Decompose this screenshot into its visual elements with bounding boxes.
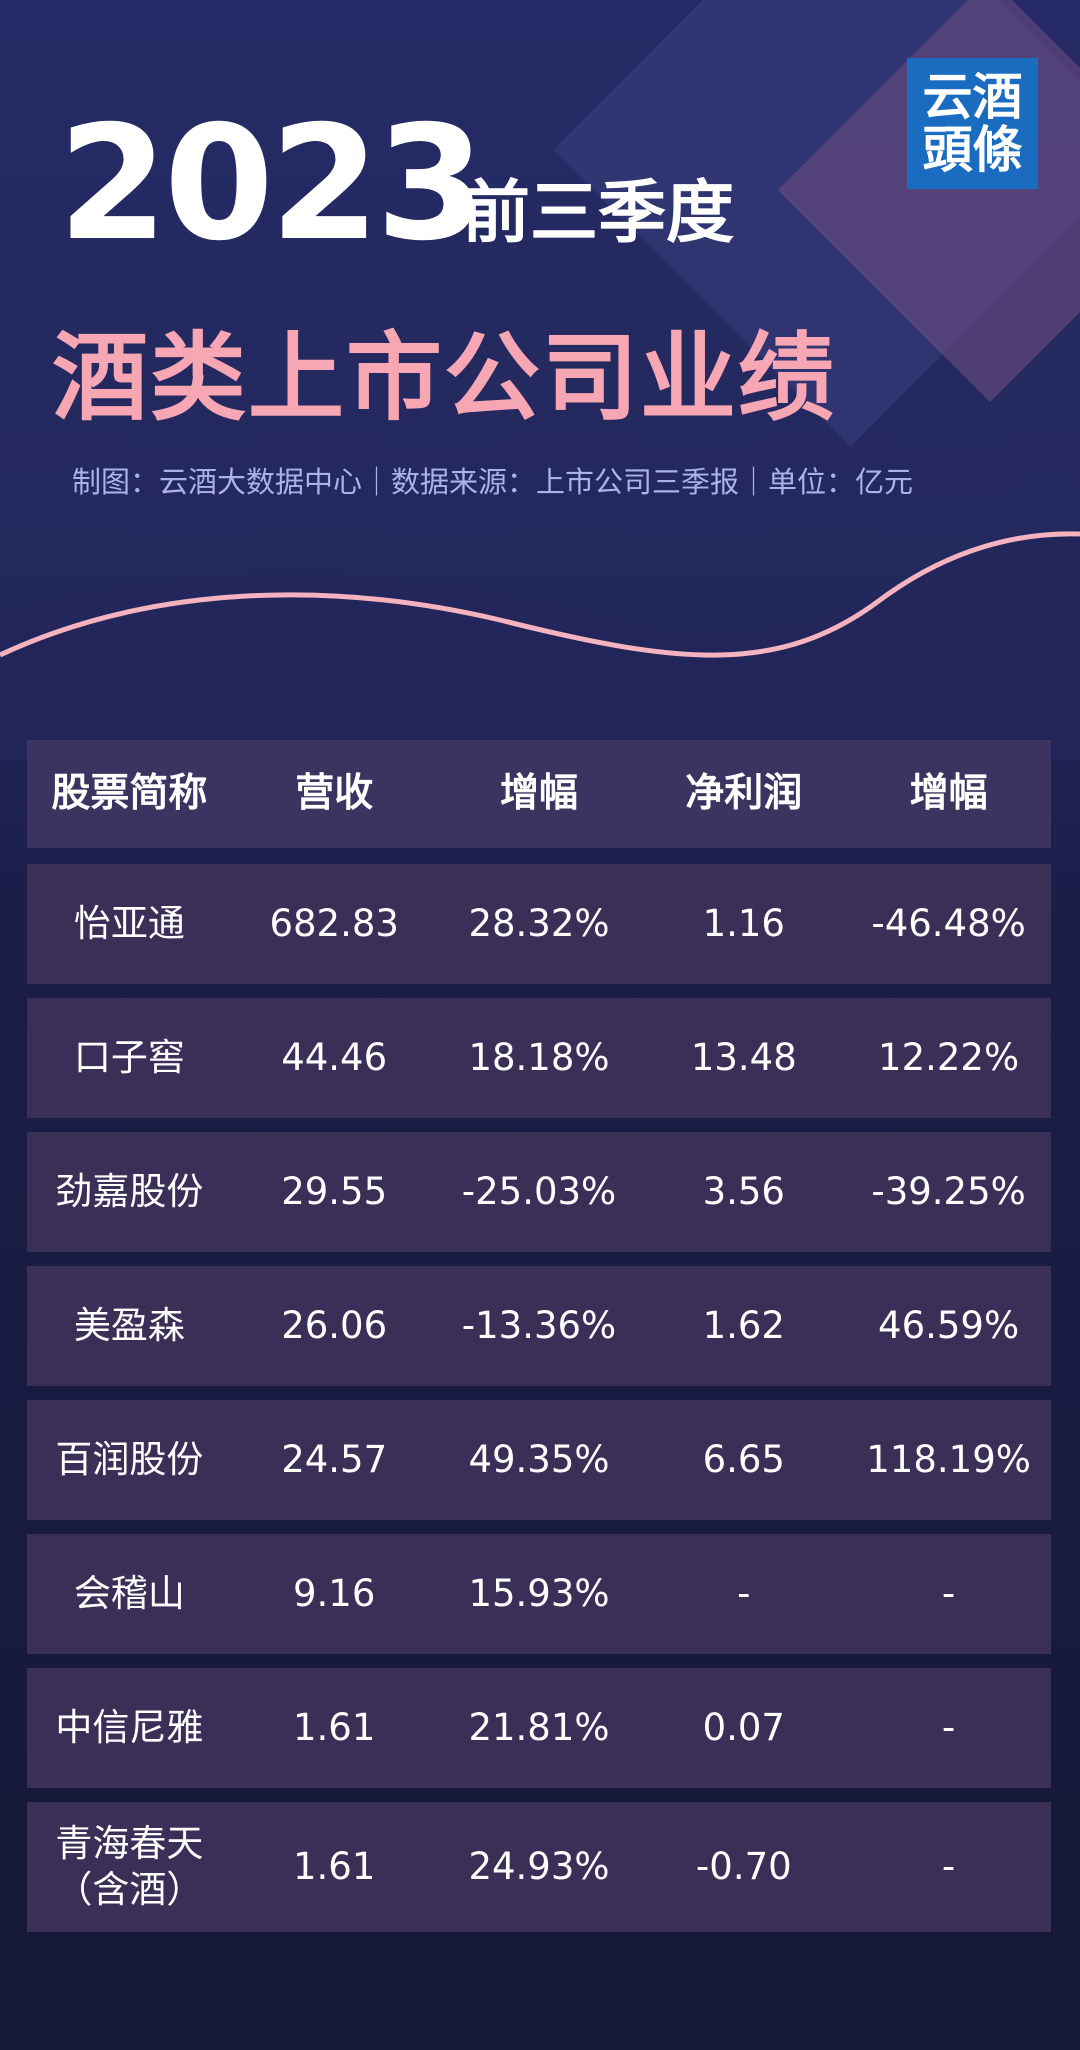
table-cell: 12.22% — [878, 1035, 1020, 1079]
table-cell: 15.93% — [468, 1571, 610, 1615]
table-cell: 49.35% — [468, 1437, 610, 1481]
column-header: 营收 — [295, 770, 374, 816]
table: 股票简称 营收 增幅 净利润 增幅怡亚通 682.83 28.32% 1.16 -46.48% 口… — [27, 740, 1051, 1946]
column-header: 净利润 — [685, 770, 803, 816]
table-cell: 9.16 — [293, 1571, 376, 1615]
source-note: 制图：云酒大数据中心｜数据来源：上市公司三季报｜单位：亿元 — [72, 465, 914, 499]
table-cell: 中信尼雅 — [55, 1705, 204, 1749]
table-cell: 美盈森 — [73, 1303, 185, 1347]
table-row: 美盈森 26.06 -13.36% 1.62 46.59% — [27, 1266, 1051, 1386]
table-cell: 24.93% — [468, 1844, 610, 1888]
table-cell: 青海春天 （含酒） — [55, 1821, 204, 1911]
table-cell: -39.25% — [871, 1169, 1026, 1213]
table-row: 怡亚通 682.83 28.32% 1.16 -46.48% — [27, 864, 1051, 984]
column-header: 增幅 — [499, 770, 578, 816]
column-header: 股票简称 — [51, 770, 208, 816]
table-cell: 29.55 — [281, 1169, 388, 1213]
table-cell: - — [941, 1705, 956, 1749]
table-cell: - — [737, 1571, 751, 1615]
table-cell: 口子窖 — [73, 1035, 185, 1079]
table-cell: 1.62 — [702, 1303, 785, 1347]
logo-text: 云酒 — [922, 68, 1023, 126]
table-cell: 26.06 — [281, 1303, 388, 1347]
table-cell: 1.61 — [293, 1844, 376, 1888]
table-cell: -0.70 — [695, 1844, 792, 1888]
table-cell: 会稽山 — [73, 1571, 185, 1615]
table-row: 口子窖 44.46 18.18% 13.48 12.22% — [27, 998, 1051, 1118]
logo-text: 頭條 — [922, 120, 1023, 179]
table-row: 百润股份 24.57 49.35% 6.65 118.19% — [27, 1400, 1051, 1520]
table-row: 中信尼雅 1.61 21.81% 0.07 - — [27, 1668, 1051, 1788]
table-cell: 6.65 — [702, 1437, 785, 1481]
table-cell: 3.56 — [702, 1169, 785, 1213]
table-row: 劲嘉股份 29.55 -25.03% 3.56 -39.25% — [27, 1132, 1051, 1252]
logo: 云酒 頭條 — [907, 58, 1038, 189]
table-cell: 0.07 — [702, 1705, 785, 1749]
table-cell: -46.48% — [871, 901, 1026, 945]
table-cell: - — [941, 1571, 956, 1615]
table-row: 青海春天 （含酒） 1.61 24.93% -0.70 - — [27, 1802, 1051, 1932]
table-row: 会稽山 9.16 15.93% - - — [27, 1534, 1051, 1654]
table-cell: -13.36% — [461, 1303, 617, 1347]
table-cell: -25.03% — [461, 1169, 617, 1213]
table-cell: 1.16 — [702, 901, 785, 945]
table-cell: 118.19% — [866, 1437, 1031, 1481]
table-cell: 24.57 — [281, 1437, 388, 1481]
table-cell: 怡亚通 — [73, 901, 185, 945]
table-cell: - — [941, 1844, 956, 1888]
table-cell: 1.61 — [293, 1705, 376, 1749]
subtitle: 前三季度 — [462, 174, 735, 253]
table-cell: 18.18% — [468, 1035, 610, 1079]
table-cell: 44.46 — [281, 1035, 388, 1079]
table-cell: 劲嘉股份 — [55, 1169, 204, 1213]
table-cell: 百润股份 — [55, 1437, 204, 1481]
table-cell: 13.48 — [690, 1035, 797, 1079]
table-cell: 21.81% — [468, 1705, 610, 1749]
year: 2023 — [58, 92, 486, 276]
header-row: 股票简称 营收 增幅 净利润 增幅 — [27, 740, 1051, 848]
table-cell: 682.83 — [269, 901, 399, 945]
title: 酒类上市公司业绩 — [52, 322, 836, 434]
table-cell: 28.32% — [468, 901, 610, 945]
column-header: 增幅 — [909, 770, 988, 816]
table-cell: 46.59% — [878, 1303, 1020, 1347]
background-decoration — [0, 0, 1080, 760]
